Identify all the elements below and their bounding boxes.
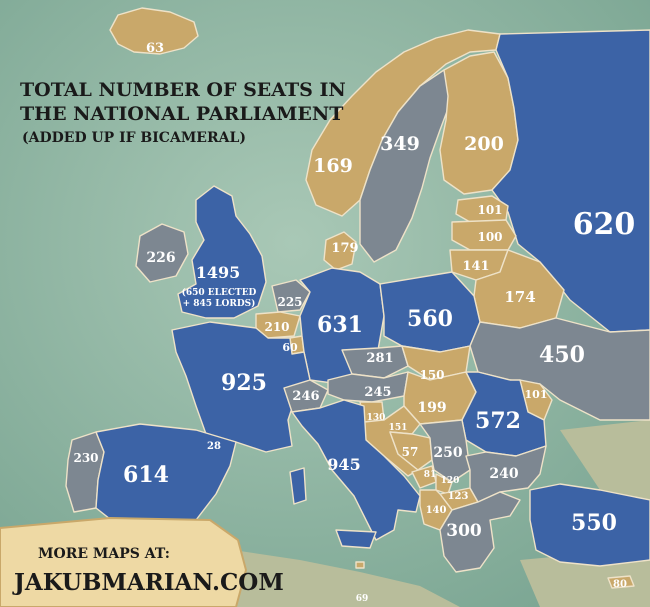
label-russia: 620 xyxy=(573,207,636,242)
label-uk-note2: + 845 LORDS) xyxy=(183,298,256,309)
map-title-line2: THE NATIONAL PARLIAMENT xyxy=(20,103,343,125)
label-belgium: 210 xyxy=(264,320,289,334)
country-uk xyxy=(177,185,267,319)
label-ukraine: 450 xyxy=(539,342,585,368)
label-slovenia: 130 xyxy=(367,413,386,423)
footer-site[interactable]: JAKUBMARIAN.COM xyxy=(12,569,284,596)
label-sweden: 349 xyxy=(380,133,420,155)
label-norway: 169 xyxy=(313,155,353,177)
country-sweden xyxy=(359,69,453,263)
label-bulgaria: 240 xyxy=(489,466,518,482)
label-latvia: 100 xyxy=(477,230,502,244)
label-denmark: 179 xyxy=(331,241,358,256)
land-caucasus xyxy=(560,420,650,500)
country-cyprus xyxy=(607,575,635,589)
label-montenegro: 81 xyxy=(424,470,437,480)
footer-banner xyxy=(0,516,248,607)
country-turkey xyxy=(529,483,650,567)
map-title-line3: (ADDED UP IF BICAMERAL) xyxy=(22,130,246,146)
label-switzerland: 246 xyxy=(292,389,319,404)
label-finland: 200 xyxy=(464,133,504,155)
country-denmark xyxy=(323,231,357,271)
label-ireland: 226 xyxy=(146,250,175,266)
label-portugal: 230 xyxy=(73,451,98,465)
label-serbia: 250 xyxy=(433,445,462,461)
label-andorra: 28 xyxy=(207,441,221,452)
country-switzerland xyxy=(283,379,329,413)
value-labels: 63 169 349 200 620 101 100 141 174 226 1… xyxy=(73,41,635,604)
label-estonia: 101 xyxy=(477,203,502,217)
label-croatia: 151 xyxy=(389,423,408,433)
label-luxembourg: 60 xyxy=(282,341,298,354)
label-uk-note1: (650 ELECTED xyxy=(182,287,257,298)
label-iceland: 63 xyxy=(146,41,164,56)
label-poland: 560 xyxy=(407,306,453,332)
label-bosnia: 57 xyxy=(402,445,419,459)
label-spain: 614 xyxy=(123,462,169,488)
country-italy-sicily xyxy=(335,529,377,549)
label-lithuania: 141 xyxy=(462,259,489,274)
label-italy: 945 xyxy=(327,455,360,474)
label-kosovo: 120 xyxy=(441,476,460,486)
label-slovakia: 150 xyxy=(419,368,444,382)
label-cyprus: 80 xyxy=(613,579,627,590)
label-romania: 572 xyxy=(475,408,521,434)
country-italy xyxy=(291,399,421,541)
country-netherlands xyxy=(271,279,311,313)
label-uk: 1495 xyxy=(196,263,241,282)
label-france: 925 xyxy=(221,370,267,396)
country-ireland xyxy=(135,223,189,283)
country-italy-sardinia xyxy=(289,467,307,505)
footer-more-maps: MORE MAPS AT: xyxy=(38,546,170,562)
label-malta: 69 xyxy=(356,594,369,604)
label-austria: 245 xyxy=(364,385,391,400)
label-hungary: 199 xyxy=(417,400,446,416)
country-malta xyxy=(355,561,365,569)
country-greece xyxy=(439,491,521,573)
label-germany: 631 xyxy=(317,312,363,338)
label-albania: 140 xyxy=(426,505,447,516)
label-czechia: 281 xyxy=(366,351,393,366)
label-moldova: 101 xyxy=(525,388,548,401)
label-greece: 300 xyxy=(446,521,482,541)
label-turkey: 550 xyxy=(571,510,617,536)
country-bulgaria xyxy=(465,445,547,503)
label-belarus: 174 xyxy=(504,288,535,306)
country-iceland xyxy=(109,7,199,55)
label-north-macedonia: 123 xyxy=(448,491,469,502)
label-netherlands: 225 xyxy=(277,295,302,309)
map-title-line1: TOTAL NUMBER OF SEATS IN xyxy=(20,79,346,101)
